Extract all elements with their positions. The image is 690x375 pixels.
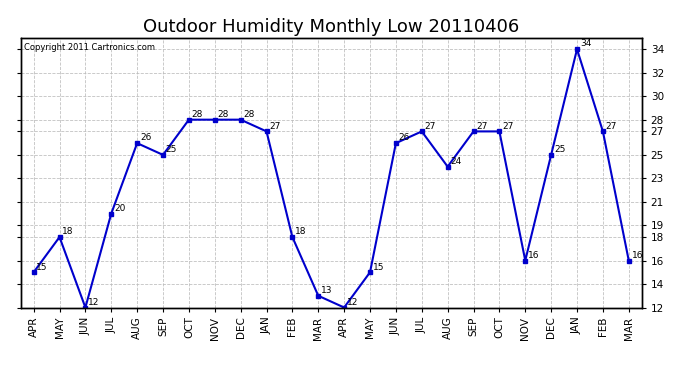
Text: 12: 12 <box>347 298 358 307</box>
Text: 27: 27 <box>606 122 617 130</box>
Text: 34: 34 <box>580 39 591 48</box>
Text: 26: 26 <box>399 134 410 142</box>
Text: 12: 12 <box>88 298 99 307</box>
Text: 15: 15 <box>373 262 384 272</box>
Text: 27: 27 <box>269 122 281 130</box>
Text: 28: 28 <box>244 110 255 119</box>
Text: 16: 16 <box>631 251 643 260</box>
Text: 27: 27 <box>502 122 513 130</box>
Text: 13: 13 <box>321 286 333 295</box>
Text: 24: 24 <box>451 157 462 166</box>
Text: 18: 18 <box>295 227 306 236</box>
Text: 27: 27 <box>424 122 436 130</box>
Text: 28: 28 <box>192 110 203 119</box>
Text: 16: 16 <box>528 251 540 260</box>
Text: 15: 15 <box>37 262 48 272</box>
Text: 25: 25 <box>554 145 565 154</box>
Text: 28: 28 <box>217 110 229 119</box>
Text: Copyright 2011 Cartronics.com: Copyright 2011 Cartronics.com <box>23 43 155 52</box>
Text: 20: 20 <box>114 204 126 213</box>
Title: Outdoor Humidity Monthly Low 20110406: Outdoor Humidity Monthly Low 20110406 <box>143 18 520 36</box>
Text: 27: 27 <box>476 122 488 130</box>
Text: 26: 26 <box>140 134 151 142</box>
Text: 18: 18 <box>62 227 74 236</box>
Text: 25: 25 <box>166 145 177 154</box>
